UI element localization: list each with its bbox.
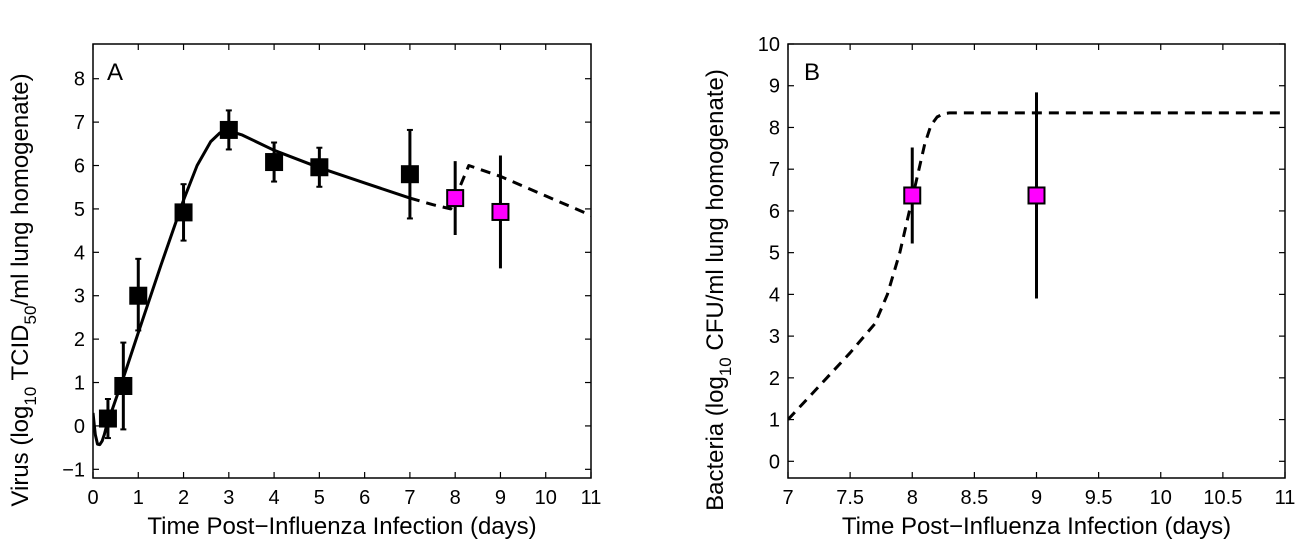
panel-a-ylabel-sub2: 50 <box>21 306 40 325</box>
x-tick-label: 9.5 <box>1085 487 1113 509</box>
data-marker <box>310 158 329 177</box>
x-tick-label: 7 <box>782 487 793 509</box>
panel-b-x-axis-label: Time Post−Influenza Infection (days) <box>842 513 1231 540</box>
panel-a-marks <box>93 109 591 447</box>
data-marker <box>1027 186 1046 205</box>
y-tick-label: 6 <box>74 156 85 178</box>
panel-a-y-axis-label: Virus (log10 TCID50/ml lung homogenate) <box>7 73 40 506</box>
data-marker <box>491 202 510 221</box>
data-point <box>903 147 922 244</box>
y-tick-label: 2 <box>74 329 85 351</box>
y-tick-label: 9 <box>769 76 780 98</box>
y-tick-label: 0 <box>74 416 85 438</box>
model-curve-solid <box>93 129 411 447</box>
panel-a-ylabel-mid: TCID <box>7 324 34 386</box>
x-tick-label: 7.5 <box>836 487 864 509</box>
data-point <box>265 141 284 183</box>
x-tick-label: 9 <box>1031 487 1042 509</box>
x-tick-label: 0 <box>87 487 98 509</box>
y-tick-label: 2 <box>769 368 780 390</box>
model-curve-dashed <box>788 111 1285 421</box>
y-tick-label: 8 <box>769 117 780 139</box>
x-tick-label: 4 <box>269 487 280 509</box>
panel-a-ylabel-suffix: /ml lung homogenate) <box>7 73 34 305</box>
data-point <box>491 155 510 269</box>
panel-a-ylabel-prefix: Virus (log <box>7 406 34 507</box>
data-marker <box>446 189 465 208</box>
panel-b-ticks: 7 7.5 8 8.5 9 9.5 10 10.5 11 0 1 2 3 4 5 6 7 8 9 10 <box>758 34 1296 509</box>
y-tick-label: 5 <box>769 243 780 265</box>
y-tick-label: 7 <box>769 159 780 181</box>
y-tick-label: 1 <box>769 410 780 432</box>
y-tick-label: 4 <box>769 284 780 306</box>
x-tick-label: 11 <box>1275 487 1296 509</box>
y-tick-label: 6 <box>769 201 780 223</box>
panel-b-bacteria-chart: 7 7.5 8 8.5 9 9.5 10 10.5 11 0 1 2 3 4 5 6 7 8 9 10 B Time … <box>702 34 1295 540</box>
data-marker <box>114 376 133 395</box>
model-curve-dashed <box>409 164 591 217</box>
x-tick-label: 10 <box>1150 487 1172 509</box>
x-tick-label: 1 <box>133 487 144 509</box>
y-tick-label: 5 <box>74 199 85 221</box>
x-tick-label: 8 <box>450 487 461 509</box>
panel-b-ylabel-sub1: 10 <box>716 357 735 376</box>
x-tick-label: 9 <box>495 487 506 509</box>
panel-b-label: B <box>804 59 820 86</box>
x-tick-label: 3 <box>223 487 234 509</box>
x-tick-label: 6 <box>359 487 370 509</box>
data-point <box>310 146 329 188</box>
data-marker <box>129 286 148 305</box>
panel-b-ylabel-suffix: CFU/ml lung homogenate) <box>702 69 729 357</box>
data-marker <box>400 165 419 184</box>
data-point <box>174 183 193 242</box>
y-tick-label: 10 <box>758 34 780 56</box>
x-tick-label: 8 <box>907 487 918 509</box>
x-tick-label: 11 <box>581 487 602 509</box>
y-tick-label: 1 <box>74 373 85 395</box>
y-tick-label: 8 <box>74 69 85 91</box>
data-marker <box>98 409 117 428</box>
panel-a-label: A <box>107 59 123 86</box>
data-marker <box>265 153 284 172</box>
panel-a-ylabel-sub1: 10 <box>21 387 40 406</box>
data-point <box>114 341 133 431</box>
y-tick-label: 3 <box>769 326 780 348</box>
x-tick-label: 10.5 <box>1203 487 1242 509</box>
y-tick-label: 3 <box>74 286 85 308</box>
panel-a-axes-frame <box>92 43 592 479</box>
y-tick-label: 0 <box>769 451 780 473</box>
data-point <box>446 161 465 235</box>
data-point <box>98 398 117 440</box>
panel-a-x-axis-label: Time Post−Influenza Infection (days) <box>147 513 536 540</box>
data-point <box>129 257 148 332</box>
data-marker <box>219 120 238 139</box>
y-tick-label: 7 <box>74 112 85 134</box>
y-tick-label: −1 <box>62 459 85 481</box>
data-point <box>1027 92 1046 299</box>
x-tick-label: 7 <box>404 487 415 509</box>
data-marker <box>903 186 922 205</box>
panel-b-y-axis-label: Bacteria (log10 CFU/ml lung homogenate) <box>702 69 735 511</box>
data-point <box>219 109 238 151</box>
x-tick-label: 5 <box>314 487 325 509</box>
data-point <box>400 128 419 220</box>
x-tick-label: 2 <box>178 487 189 509</box>
x-tick-label: 8.5 <box>960 487 988 509</box>
panel-b-marks <box>788 92 1285 421</box>
x-tick-label: 10 <box>535 487 557 509</box>
data-marker <box>174 203 193 222</box>
y-tick-label: 4 <box>74 242 85 264</box>
panel-b-ylabel-prefix: Bacteria (log <box>702 376 729 511</box>
